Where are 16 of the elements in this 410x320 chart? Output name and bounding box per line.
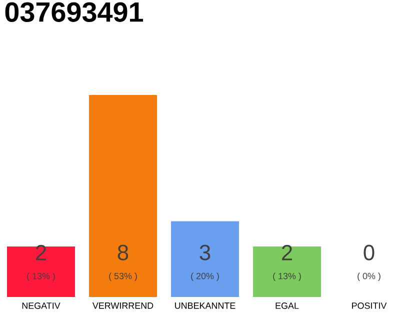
annotation: ( 13% ) <box>273 272 301 281</box>
x-tick-label: UNBEKANNTE <box>175 302 236 309</box>
annotation: ( 53% ) <box>109 272 137 281</box>
x-tick-label: POSITIV <box>352 302 387 309</box>
annotation: ( 20% ) <box>191 272 219 281</box>
data-label: 3 <box>200 244 210 260</box>
x-tick-label: VERWIRREND <box>92 302 154 309</box>
annotation: ( 0% ) <box>358 272 380 281</box>
data-label: 0 <box>364 244 374 260</box>
data-label: 2 <box>36 244 46 260</box>
x-tick-label: EGAL <box>276 302 299 309</box>
annotation: ( 13% ) <box>27 272 55 281</box>
data-label: 2 <box>282 244 292 260</box>
data-label: 8 <box>118 244 128 260</box>
chart-title: 037693491 <box>5 2 144 22</box>
x-tick-label: NEGATIV <box>22 302 60 309</box>
